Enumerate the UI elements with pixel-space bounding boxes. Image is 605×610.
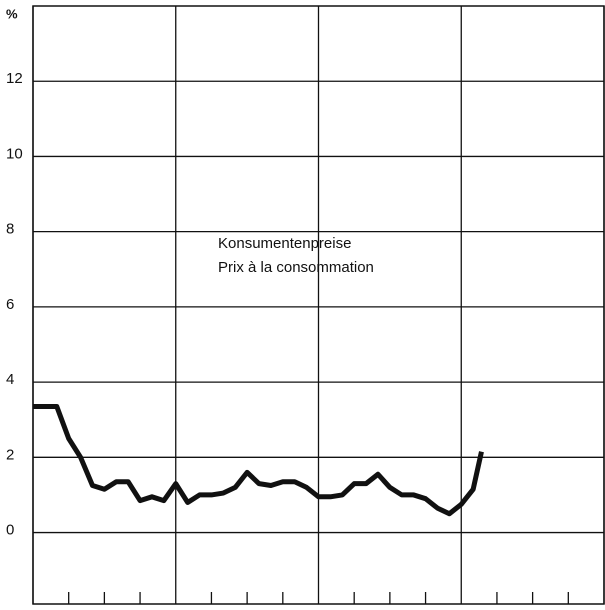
y-tick-label: 10 [6,145,23,162]
annotation: Konsumentenpreise [218,235,351,252]
y-tick-label: 8 [6,221,14,238]
y-tick-label: 2 [6,446,14,463]
annotation: Prix à la consommation [218,259,374,276]
y-axis-label: % [6,6,18,21]
data-line [33,404,484,517]
y-tick-label: 12 [6,70,23,87]
y-tick-label: 6 [6,296,14,313]
y-tick-label: 4 [6,371,14,388]
y-tick-label: 0 [6,522,14,539]
